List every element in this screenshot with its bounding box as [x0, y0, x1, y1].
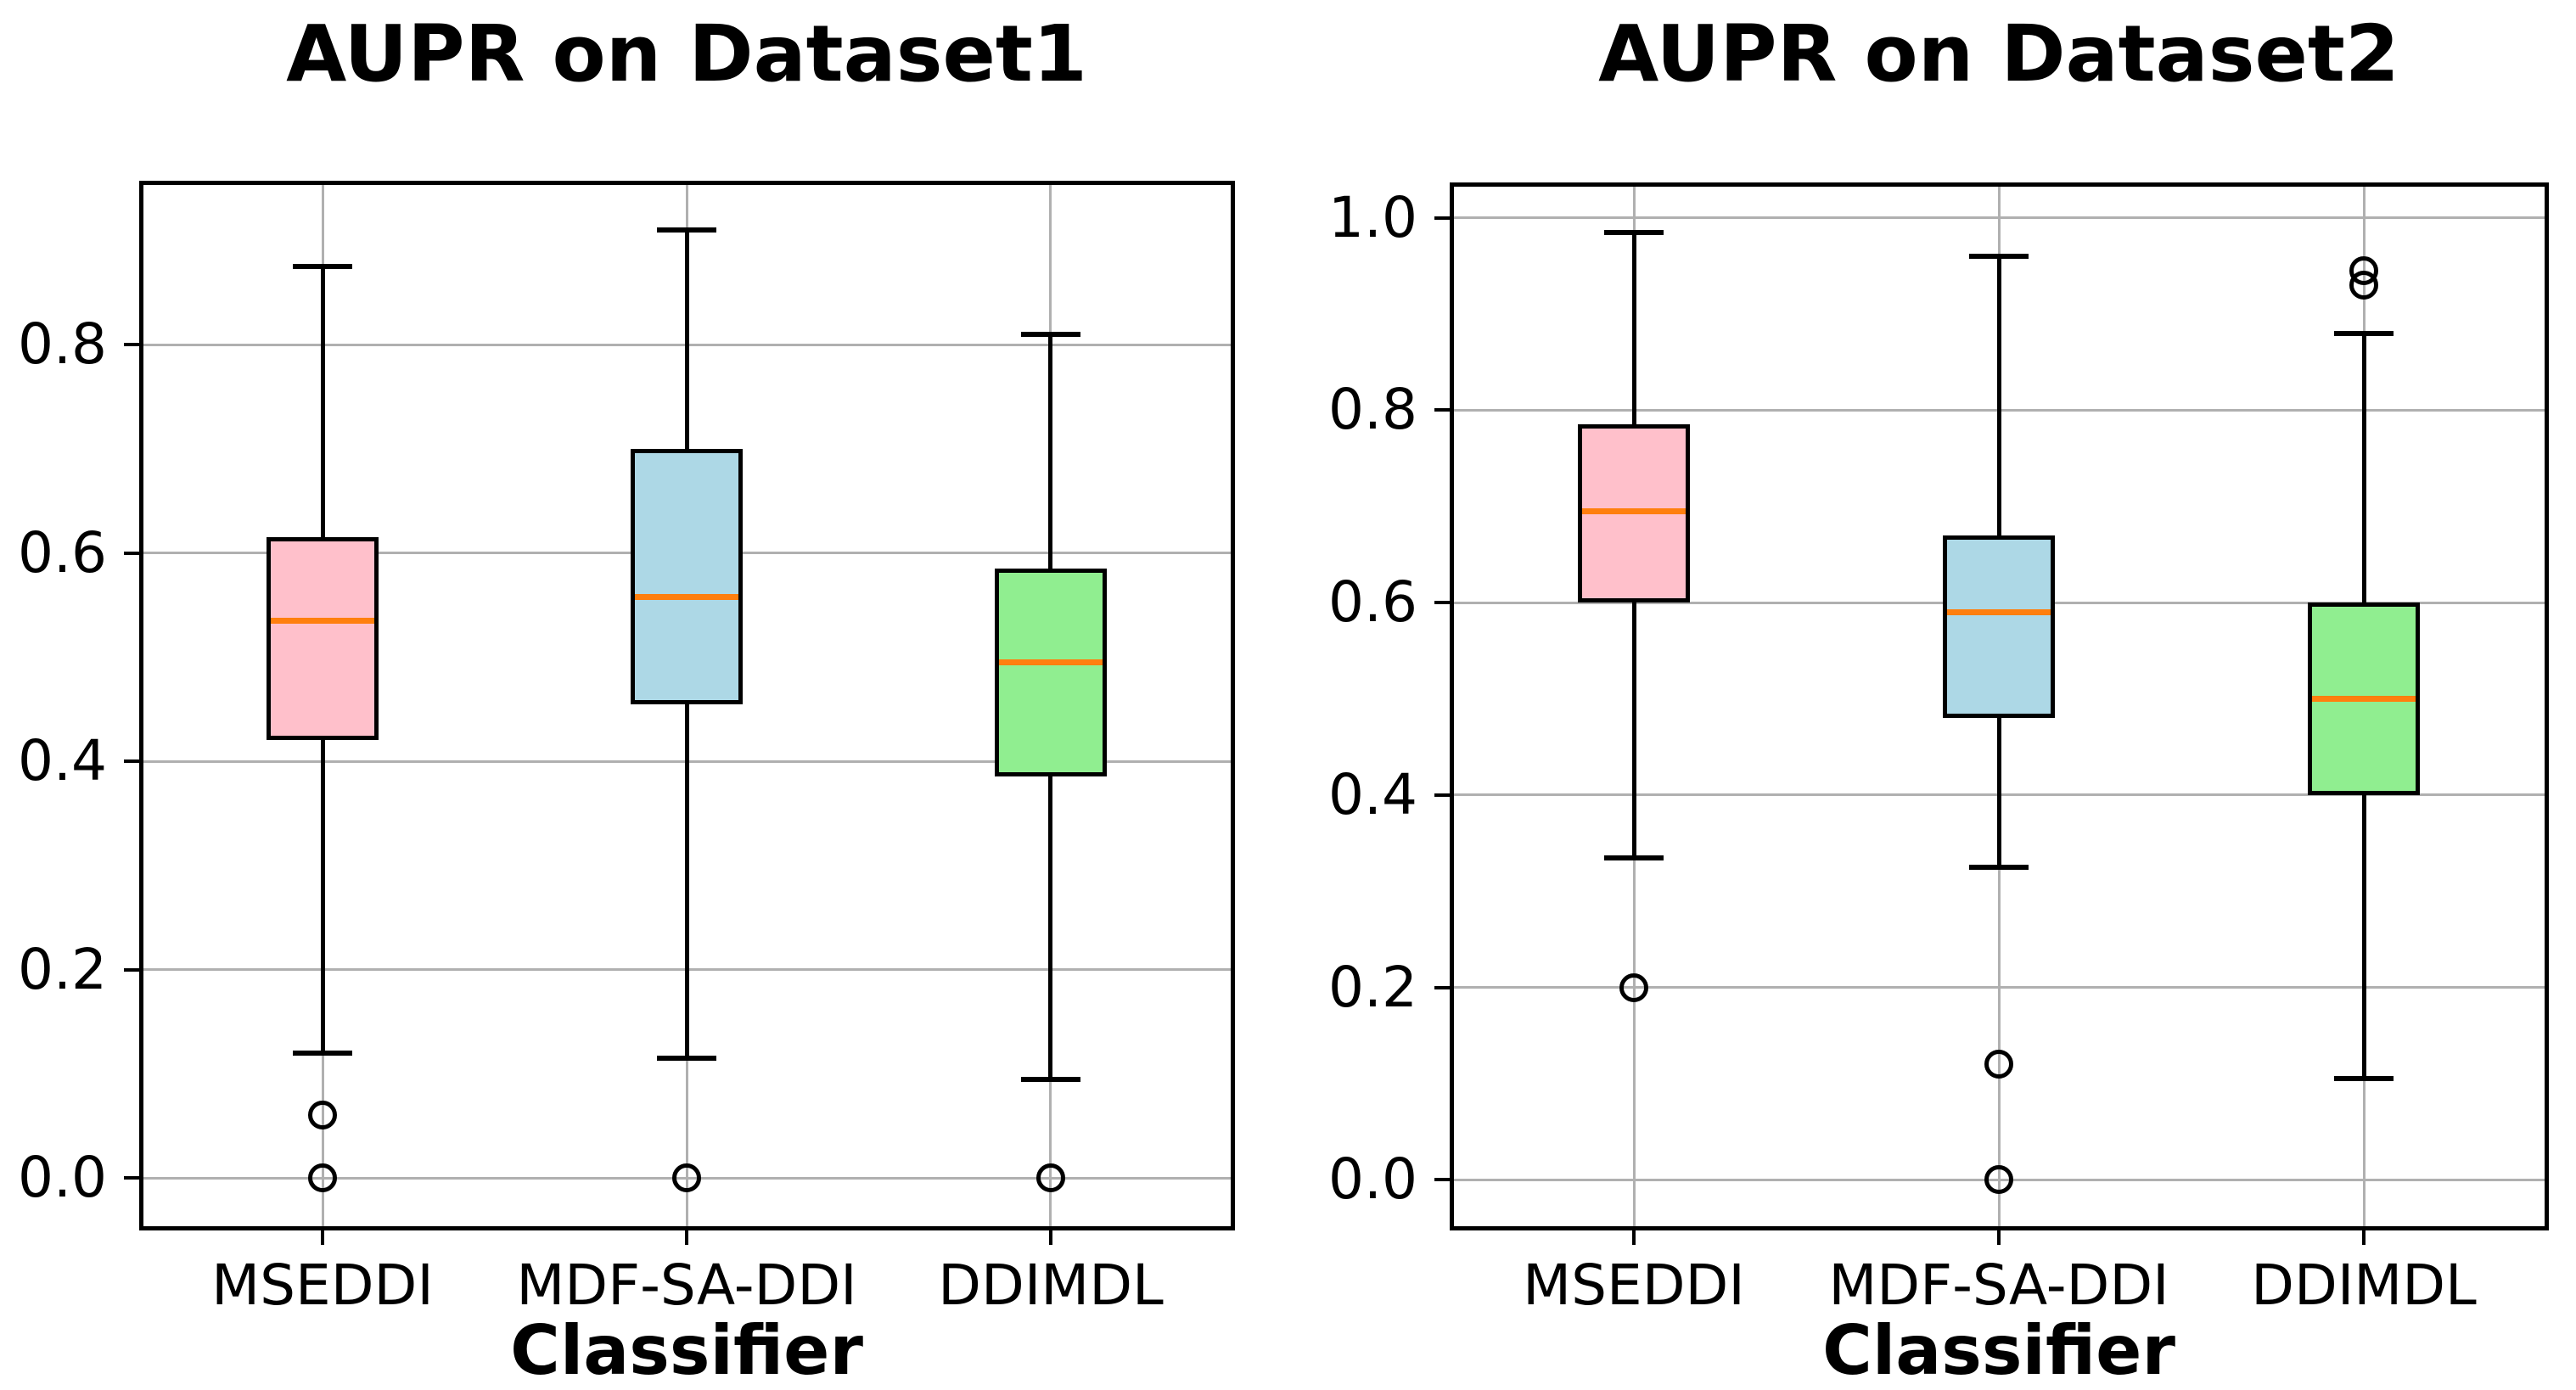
- outlier-point: [308, 1163, 337, 1192]
- outlier-point: [1619, 973, 1648, 1002]
- x-tick-mark: [1997, 1228, 2001, 1245]
- y-tick-label: 0.0: [1328, 1146, 1417, 1212]
- x-tick-label: MDF-SA-DDI: [1828, 1253, 2169, 1318]
- x-axis-label-dataset2: Classifier: [1822, 1311, 2175, 1390]
- median-line: [271, 618, 374, 624]
- x-tick-label: DDIMDL: [938, 1253, 1164, 1318]
- x-tick-mark: [1049, 1228, 1052, 1245]
- x-tick-label: MSEDDI: [1523, 1253, 1745, 1318]
- y-tick-mark: [124, 552, 141, 555]
- y-tick-label: 0.0: [18, 1145, 107, 1210]
- box-mdf-sa-ddi: [631, 449, 743, 704]
- outlier-point: [1984, 1165, 2013, 1194]
- outlier-point: [1036, 1163, 1065, 1192]
- outlier-point: [2349, 271, 2378, 300]
- x-axis-label-dataset1: Classifier: [510, 1311, 863, 1390]
- whisker-cap-low: [2334, 1076, 2394, 1081]
- y-tick-mark: [124, 343, 141, 346]
- median-line: [999, 659, 1103, 665]
- box-mdf-sa-ddi: [1943, 535, 2055, 718]
- y-tick-label: 0.8: [1328, 377, 1417, 442]
- chart-title-dataset1: AUPR on Dataset1: [286, 8, 1087, 99]
- whisker-cap-high: [1969, 254, 2029, 259]
- y-tick-label: 0.2: [1328, 955, 1417, 1020]
- y-tick-mark: [124, 1176, 141, 1180]
- x-tick-mark: [2362, 1228, 2366, 1245]
- median-line: [2312, 696, 2416, 702]
- y-tick-label: 0.6: [18, 520, 107, 586]
- y-tick-mark: [1434, 1178, 1451, 1181]
- y-tick-mark: [1434, 601, 1451, 604]
- y-tick-label: 0.2: [18, 937, 107, 1002]
- whisker-cap-high: [1021, 332, 1080, 337]
- whisker-cap-low: [657, 1056, 716, 1061]
- x-tick-label: MSEDDI: [211, 1253, 434, 1318]
- y-tick-mark: [124, 968, 141, 972]
- whisker-cap-low: [1021, 1077, 1080, 1082]
- outlier-point: [308, 1101, 337, 1129]
- x-tick-mark: [685, 1228, 688, 1245]
- y-tick-label: 0.6: [1328, 569, 1417, 635]
- box-mseddi: [267, 537, 379, 740]
- y-tick-mark: [1434, 793, 1451, 797]
- x-tick-label: MDF-SA-DDI: [516, 1253, 857, 1318]
- outlier-point: [672, 1163, 701, 1192]
- y-tick-mark: [124, 759, 141, 763]
- chart-title-dataset2: AUPR on Dataset2: [1598, 8, 2399, 99]
- median-line: [1947, 609, 2051, 615]
- whisker-cap-high: [2334, 331, 2394, 336]
- x-tick-mark: [1632, 1228, 1636, 1245]
- x-tick-mark: [321, 1228, 324, 1245]
- median-line: [635, 594, 738, 600]
- y-tick-label: 1.0: [1328, 185, 1417, 250]
- whisker-cap-high: [293, 264, 352, 269]
- whisker-cap-low: [293, 1051, 352, 1056]
- y-tick-label: 0.4: [18, 728, 107, 793]
- y-tick-label: 0.4: [1328, 762, 1417, 827]
- x-tick-label: DDIMDL: [2251, 1253, 2477, 1318]
- outlier-point: [1984, 1050, 2013, 1079]
- median-line: [1582, 508, 1686, 514]
- y-tick-mark: [1434, 986, 1451, 989]
- whisker-cap-high: [657, 227, 716, 233]
- whisker-cap-low: [1969, 865, 2029, 870]
- box-ddimdl: [995, 569, 1107, 776]
- whisker-cap-low: [1604, 855, 1664, 860]
- y-tick-mark: [1434, 408, 1451, 412]
- y-tick-mark: [1434, 216, 1451, 220]
- whisker-cap-high: [1604, 230, 1664, 235]
- y-tick-label: 0.8: [18, 311, 107, 377]
